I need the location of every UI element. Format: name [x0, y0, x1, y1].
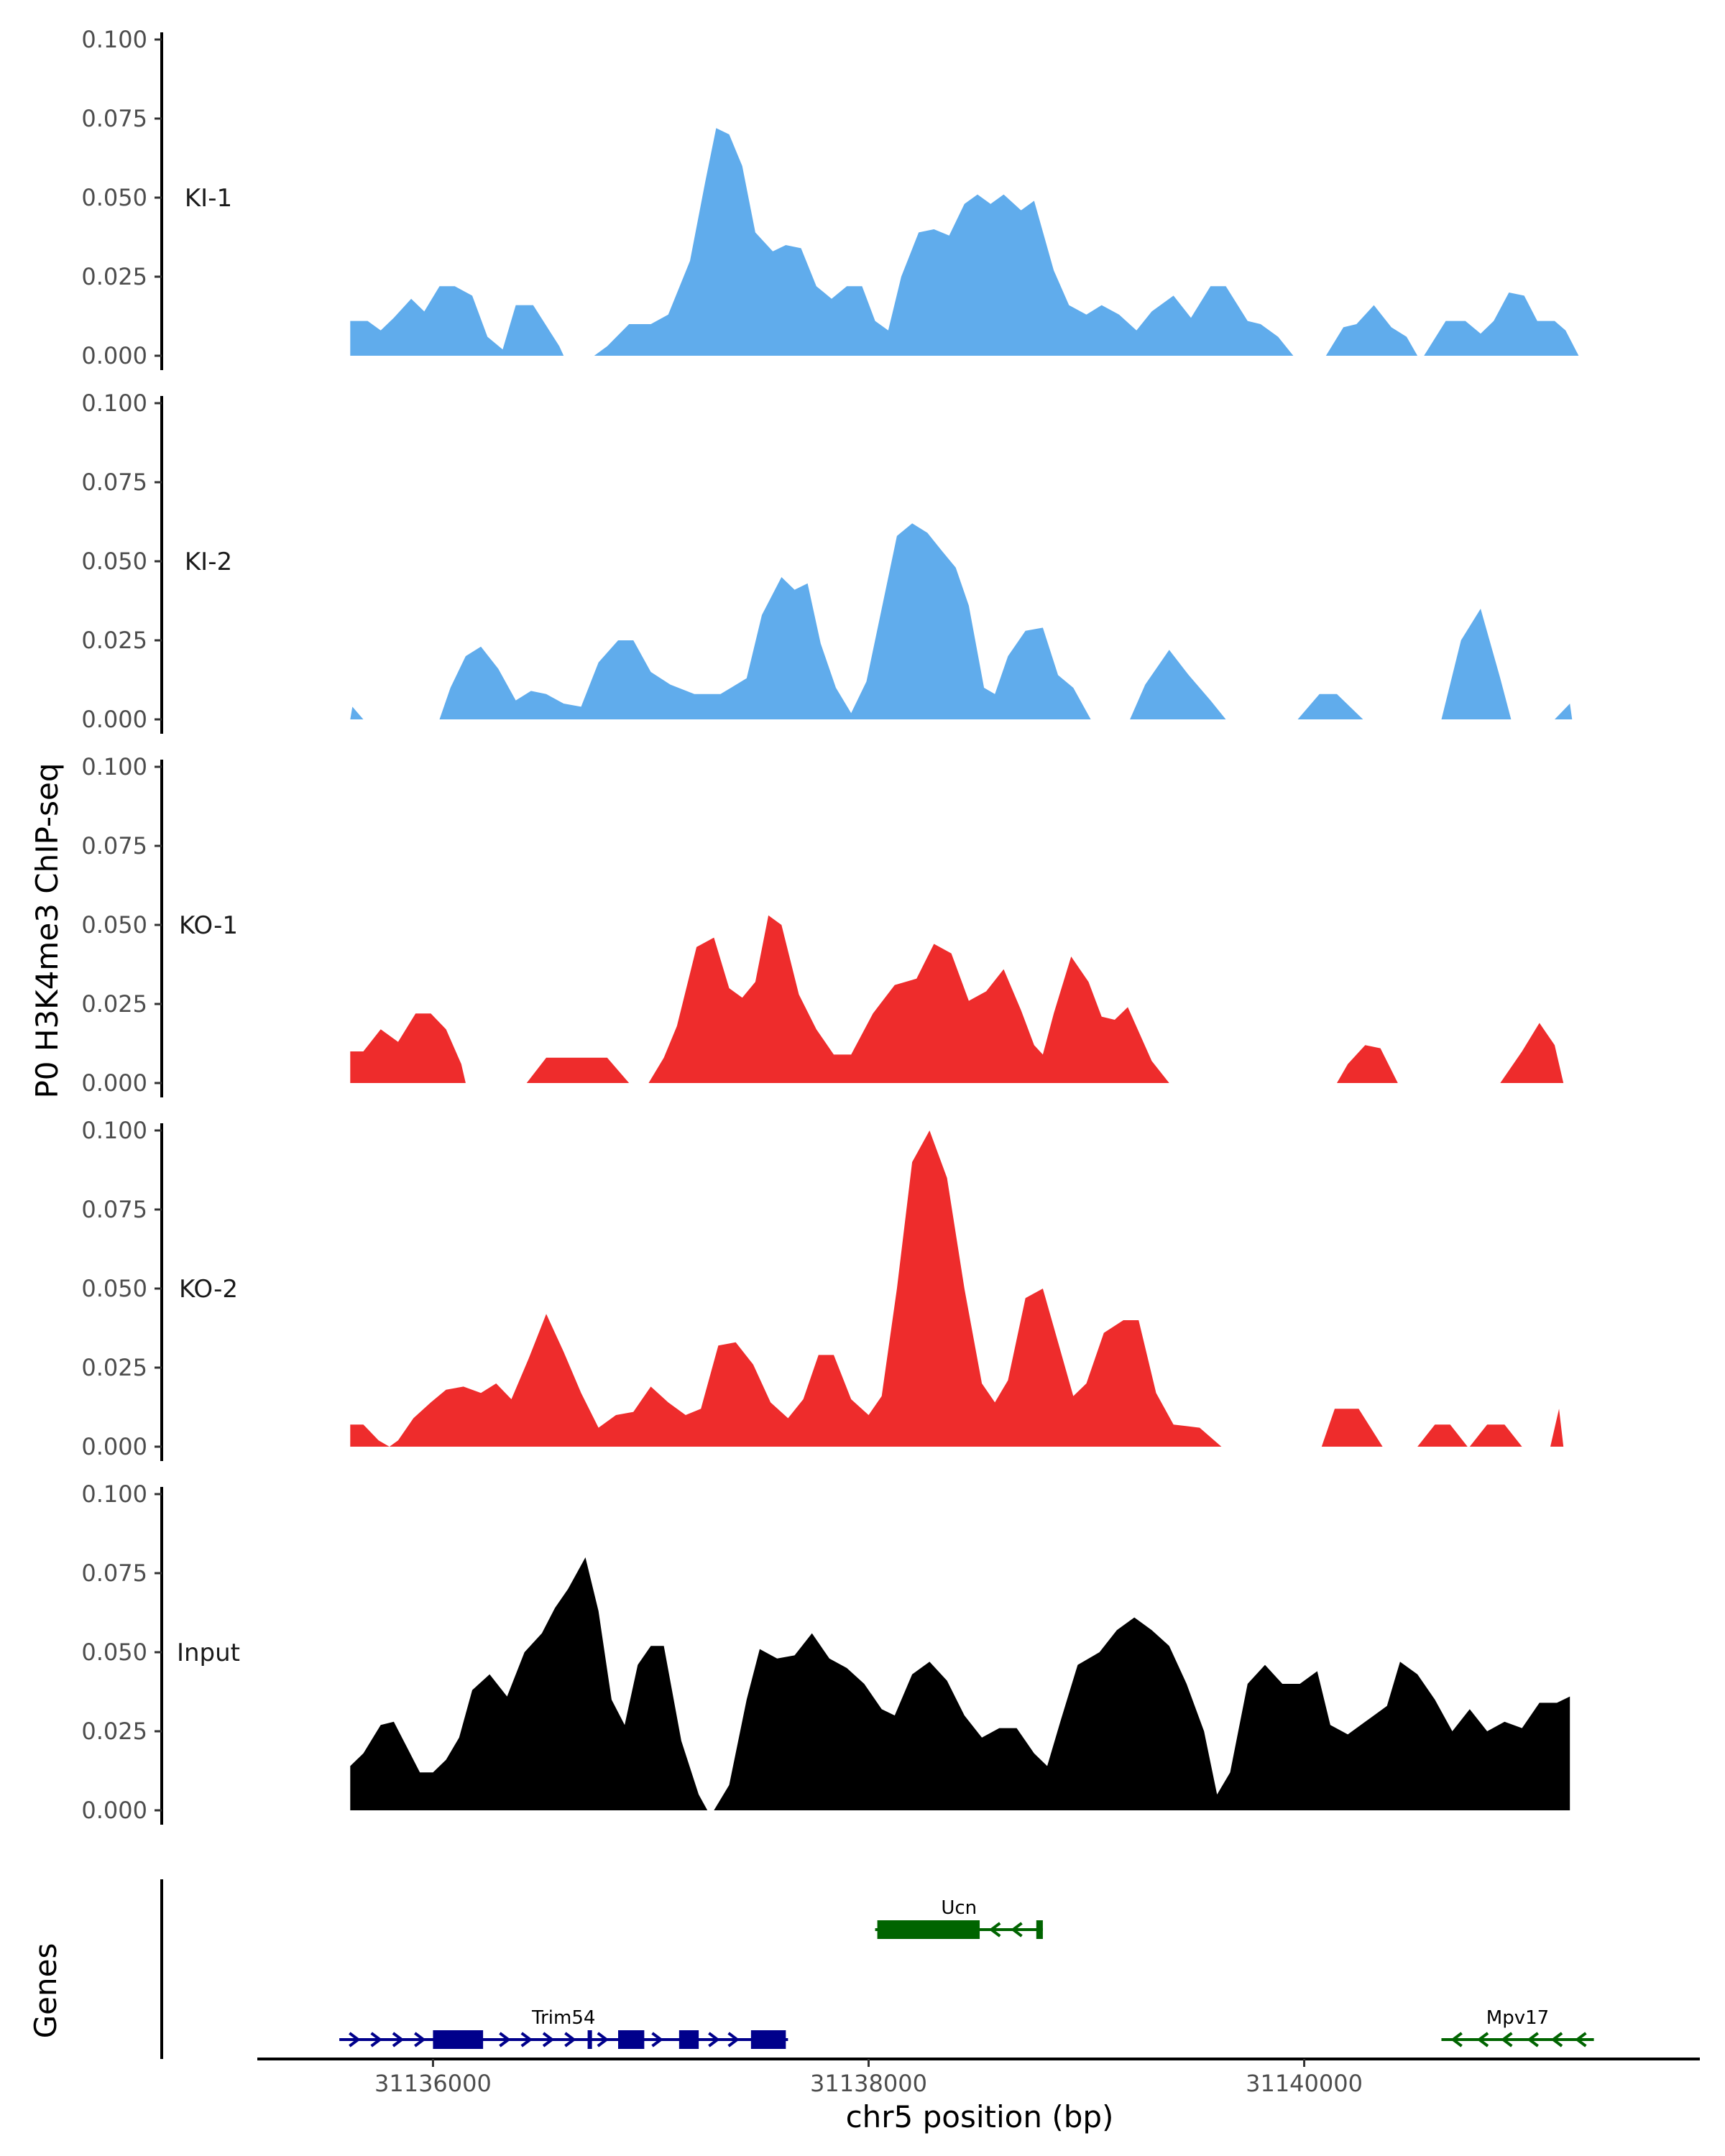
x-tick-label: 31140000 — [1246, 2070, 1363, 2097]
coverage-area — [526, 1057, 630, 1083]
strand-arrow — [1011, 1922, 1023, 1938]
gene-label: Mpv17 — [1486, 2007, 1549, 2029]
y-tick-label: 0.050 — [81, 1639, 147, 1666]
track-label: KO-2 — [179, 1275, 238, 1304]
strand-arrow — [520, 2032, 533, 2047]
strand-arrow — [499, 2032, 511, 2047]
strand-arrow — [988, 1922, 1001, 1938]
coverage-area — [439, 523, 1091, 719]
y-tick-label: 0.050 — [81, 184, 147, 211]
track-ko-2: 0.000 0.025 0.050 0.075 0.100 KO-2 — [81, 1117, 1564, 1461]
x-axis: 31136000 31138000 31140000 — [257, 2058, 1700, 2097]
coverage-area — [648, 915, 1169, 1083]
y-tick-label: 0.000 — [81, 706, 147, 733]
coverage-area — [350, 706, 364, 719]
gene-exon — [678, 2030, 699, 2049]
y-axis-title: P0 H3K4me3 ChIP-seq — [29, 763, 65, 1098]
track-input: 0.000 0.025 0.050 0.075 0.100 Input — [81, 1480, 1570, 1825]
gene-trim54: Trim54 — [339, 2007, 788, 2049]
y-tick-label: 0.000 — [81, 1433, 147, 1460]
y-tick-label: 0.100 — [81, 1480, 147, 1508]
coverage-area — [594, 128, 1294, 356]
coverage-area — [350, 286, 564, 356]
y-tick-label: 0.075 — [81, 1196, 147, 1223]
coverage-area — [1469, 1424, 1522, 1447]
coverage-tracks: 0.0000.0250.0500.0750.100KI-10.0000.0250… — [81, 26, 1579, 1825]
y-tick-label: 0.050 — [81, 1275, 147, 1302]
gene-exon — [618, 2030, 645, 2049]
y-tick-label: 0.100 — [81, 1117, 147, 1144]
strand-arrow — [1550, 2032, 1563, 2047]
gene-mpv17: Mpv17 — [1441, 2007, 1594, 2047]
strand-arrow — [1527, 2032, 1539, 2047]
gene-exon — [1036, 1920, 1043, 1939]
gene-exon — [750, 2030, 786, 2049]
y-tick-label: 0.000 — [81, 342, 147, 369]
gene-label: Trim54 — [531, 2007, 595, 2029]
y-tick-label: 0.075 — [81, 832, 147, 860]
strand-arrow — [542, 2032, 555, 2047]
track-ki-1: 0.000 0.025 0.050 0.075 0.100 KI-1 — [81, 26, 1579, 370]
strand-arrow — [1575, 2032, 1587, 2047]
x-tick-label: 31136000 — [374, 2070, 492, 2097]
coverage-area — [1321, 1409, 1383, 1447]
strand-arrow — [708, 2032, 720, 2047]
strand-arrow — [651, 2032, 663, 2047]
y-tick-label: 0.025 — [81, 1718, 147, 1745]
coverage-area — [1555, 704, 1573, 719]
gene-exon — [433, 2030, 484, 2049]
coverage-area — [1130, 650, 1226, 719]
coverage-area — [1441, 609, 1512, 719]
y-tick-label: 0.000 — [81, 1797, 147, 1824]
strand-arrow — [349, 2032, 361, 2047]
coverage-area — [1297, 694, 1363, 719]
coverage-area — [1500, 1023, 1564, 1083]
strand-arrow — [564, 2032, 576, 2047]
y-tick-label: 0.075 — [81, 1560, 147, 1587]
coverage-area — [1550, 1409, 1564, 1447]
y-tick-label: 0.050 — [81, 548, 147, 575]
coverage-area — [350, 1130, 1222, 1447]
y-tick-label: 0.050 — [81, 911, 147, 939]
track-label: Input — [177, 1639, 240, 1667]
y-tick-label: 0.025 — [81, 1354, 147, 1381]
y-tick-label: 0.025 — [81, 627, 147, 654]
y-tick-label: 0.075 — [81, 469, 147, 496]
gene-exon — [587, 2030, 592, 2049]
strand-arrow — [1476, 2032, 1489, 2047]
track-ko-1: 0.000 0.025 0.050 0.075 0.100 KO-1 — [81, 753, 1564, 1097]
gene-exon — [877, 1920, 980, 1939]
coverage-area — [1424, 292, 1579, 356]
y-tick-label: 0.000 — [81, 1069, 147, 1097]
y-tick-label: 0.025 — [81, 263, 147, 290]
strand-arrow — [597, 2032, 610, 2047]
coverage-area — [1325, 305, 1418, 356]
strand-arrow — [414, 2032, 426, 2047]
track-label: KI-2 — [185, 548, 232, 576]
y-tick-label: 0.100 — [81, 390, 147, 417]
coverage-area — [350, 1013, 466, 1083]
coverage-area — [1417, 1424, 1468, 1447]
strand-arrow — [727, 2032, 740, 2047]
strand-arrow — [370, 2032, 382, 2047]
track-label: KO-1 — [179, 911, 238, 940]
gene-ucn: Ucn — [875, 1897, 1043, 1939]
x-tick-label: 31138000 — [810, 2070, 927, 2097]
x-axis-title: chr5 position (bp) — [846, 2099, 1114, 2134]
strand-arrow — [1450, 2032, 1463, 2047]
strand-arrow — [392, 2032, 405, 2047]
track-label: KI-1 — [185, 184, 232, 213]
y-tick-label: 0.075 — [81, 105, 147, 132]
genes-axis-title: Genes — [28, 1943, 63, 2039]
y-tick-label: 0.100 — [81, 26, 147, 53]
strand-arrow — [1501, 2032, 1513, 2047]
coverage-area — [350, 1557, 1570, 1810]
y-tick-label: 0.025 — [81, 990, 147, 1018]
y-tick-label: 0.100 — [81, 753, 147, 780]
coverage-area — [1337, 1045, 1398, 1083]
track-ki-2: 0.000 0.025 0.050 0.075 0.100 KI-2 — [81, 390, 1573, 734]
gene-annotation-panel: Trim54 Ucn Mpv17 — [160, 1879, 1594, 2059]
gene-label: Ucn — [941, 1897, 977, 1919]
